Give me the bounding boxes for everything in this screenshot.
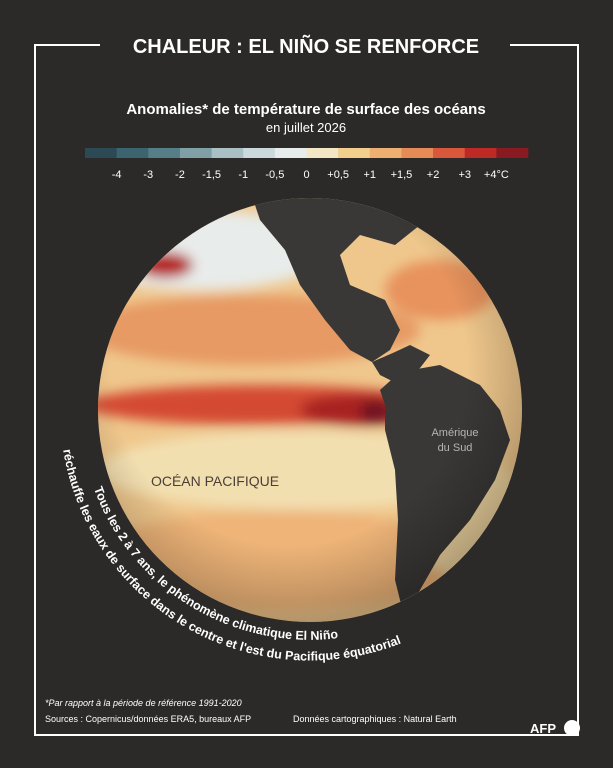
legend-swatch (306, 148, 339, 158)
map-title: Anomalies* de température de surface des… (126, 101, 485, 118)
map-subtitle: en juillet 2026 (266, 120, 346, 135)
legend-swatch (433, 148, 466, 158)
legend-label: 0 (303, 169, 309, 181)
logo-dot (564, 720, 580, 736)
legend-label: +3 (458, 169, 471, 181)
legend-swatch (179, 148, 212, 158)
legend-label: +1 (364, 169, 377, 181)
legend-label: -4 (112, 169, 122, 181)
legend-label: -2 (175, 169, 185, 181)
legend-swatch (211, 148, 244, 158)
legend-swatch (369, 148, 402, 158)
legend-label: +4°C (484, 169, 509, 181)
legend: -4 -3 -2 -1,5 -1 -0,5 0 +0,5 +1 +1,5 +2 +3 +4°C (85, 148, 529, 181)
map-credit: Données cartographiques : Natural Earth (293, 714, 457, 724)
sources: Sources : Copernicus/données ERA5, burea… (45, 714, 251, 724)
legend-label: -1,5 (202, 169, 221, 181)
legend-swatch (85, 148, 117, 158)
legend-swatch (401, 148, 434, 158)
ocean-label: OCÉAN PACIFIQUE (151, 473, 279, 489)
main-title: CHALEUR : EL NIÑO SE RENFORCE (133, 35, 479, 58)
legend-label: +2 (427, 169, 440, 181)
frame (34, 44, 579, 736)
continent-label: du Sud (438, 442, 473, 454)
globe (98, 198, 522, 622)
continent-label: Amérique (431, 427, 478, 439)
legend-label: -0,5 (265, 169, 284, 181)
legend-swatch (148, 148, 181, 158)
legend-swatch (243, 148, 276, 158)
legend-swatch (464, 148, 497, 158)
legend-swatch (496, 148, 529, 158)
legend-label: +1,5 (391, 169, 413, 181)
legend-swatch (338, 148, 371, 158)
footnote: *Par rapport à la période de référence 1… (45, 698, 242, 708)
legend-label: -3 (143, 169, 153, 181)
legend-label: -1 (238, 169, 248, 181)
logo: AFP (530, 721, 556, 736)
legend-swatch (116, 148, 149, 158)
legend-label: +0,5 (327, 169, 349, 181)
legend-swatch (274, 148, 307, 158)
